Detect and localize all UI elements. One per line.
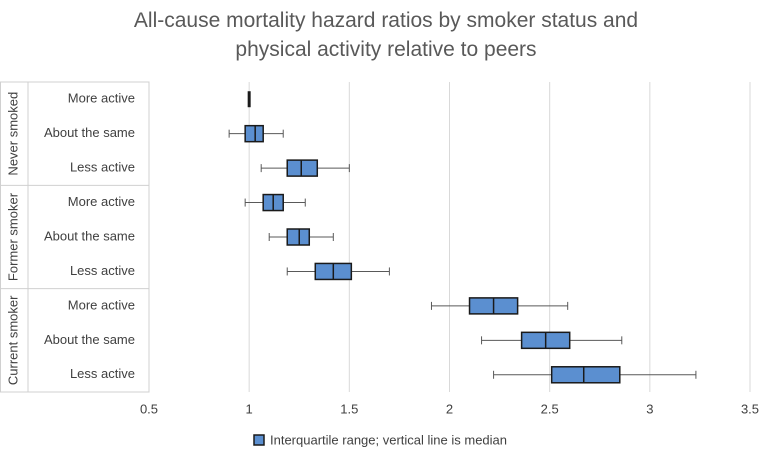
box — [550, 366, 621, 384]
category-label: About the same — [44, 228, 135, 243]
category-label: About the same — [44, 125, 135, 140]
category-label: Less active — [70, 160, 135, 175]
category-label: About the same — [44, 332, 135, 347]
chart-title: All-cause mortality hazard ratios by smo… — [133, 9, 639, 61]
category-label: More active — [68, 91, 135, 106]
x-tick-label: 0.5 — [140, 401, 158, 416]
legend-swatch — [253, 434, 265, 446]
x-tick-label: 1.5 — [340, 401, 358, 416]
box — [286, 228, 311, 246]
x-tick-label: 3 — [646, 401, 653, 416]
box — [286, 159, 319, 177]
category-label: More active — [68, 297, 135, 312]
x-tick-label: 2 — [446, 401, 453, 416]
category-label: Less active — [70, 263, 135, 278]
box — [244, 124, 264, 143]
category-label: More active — [68, 194, 135, 209]
legend-label: Interquartile range; vertical line is me… — [270, 432, 507, 447]
group-label: Current smoker — [5, 295, 20, 385]
group-label: Former smoker — [5, 192, 20, 281]
x-tick-label: 2.5 — [541, 401, 559, 416]
x-tick-label: 3.5 — [741, 401, 759, 416]
category-frame — [0, 81, 150, 393]
category-label: Less active — [70, 366, 135, 381]
x-tick-label: 1 — [246, 401, 253, 416]
group-label: Never smoked — [5, 92, 20, 176]
